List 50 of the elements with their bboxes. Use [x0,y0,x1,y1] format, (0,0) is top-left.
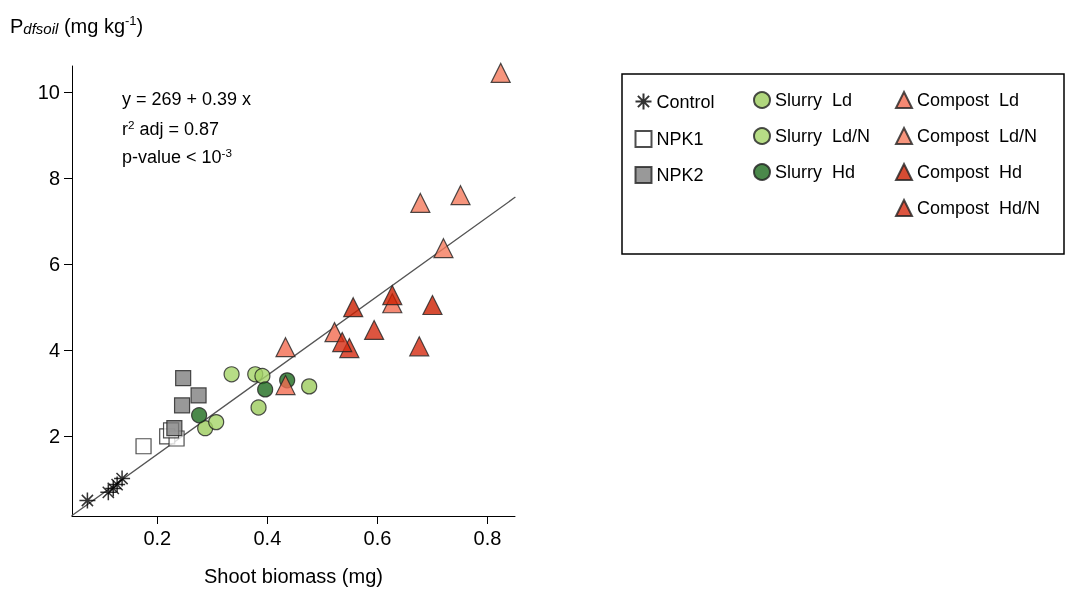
legend-label: Compost Ld/N [917,126,1038,146]
point [223,366,240,383]
x-tick-label: 0.2 [143,527,172,549]
x-tick-label: 0.4 [253,527,282,549]
point [364,319,385,341]
point [113,469,131,488]
point [104,479,123,498]
x-axis-title: Shoot biomass (mg) [204,565,383,587]
legend-label: Slurry Ld/N [775,126,871,146]
point [254,367,271,385]
point [78,491,97,510]
point [450,185,471,206]
point [166,420,183,437]
y-tick-label: 8 [48,166,60,189]
point [343,297,364,318]
point [410,192,431,214]
point [275,337,296,358]
legend-label: Slurry Ld [775,90,853,110]
legend-label: Compost Hd [917,162,1023,182]
point [208,414,225,431]
point [135,438,152,455]
legend-label: Control [656,91,715,112]
point [190,387,207,404]
point [409,336,430,357]
point [99,483,118,502]
point [173,397,191,414]
point [301,378,318,395]
y-tick-label: 6 [48,253,60,276]
legend-label: Compost Hd/N [917,198,1041,218]
x-tick-label: 0.8 [473,527,502,549]
point [433,238,454,259]
x-tick-label: 0.6 [363,527,392,549]
y-tick-label: 10 [37,80,60,103]
point [275,374,296,396]
point [250,399,267,416]
point [332,331,353,353]
legend-label: Slurry Hd [775,162,856,182]
point [108,475,126,494]
y-tick-label: 2 [48,425,60,448]
legend-label: Compost Ld [917,90,1020,110]
legend-label: NPK2 [656,165,704,185]
point [175,370,192,387]
point [490,62,511,83]
annotation: y = 269 + 0.39 x [122,89,252,109]
point [382,284,403,306]
y-tick-label: 4 [48,339,60,362]
legend-label: NPK1 [656,129,704,149]
point [257,381,274,398]
point [422,294,443,316]
point [191,407,208,424]
